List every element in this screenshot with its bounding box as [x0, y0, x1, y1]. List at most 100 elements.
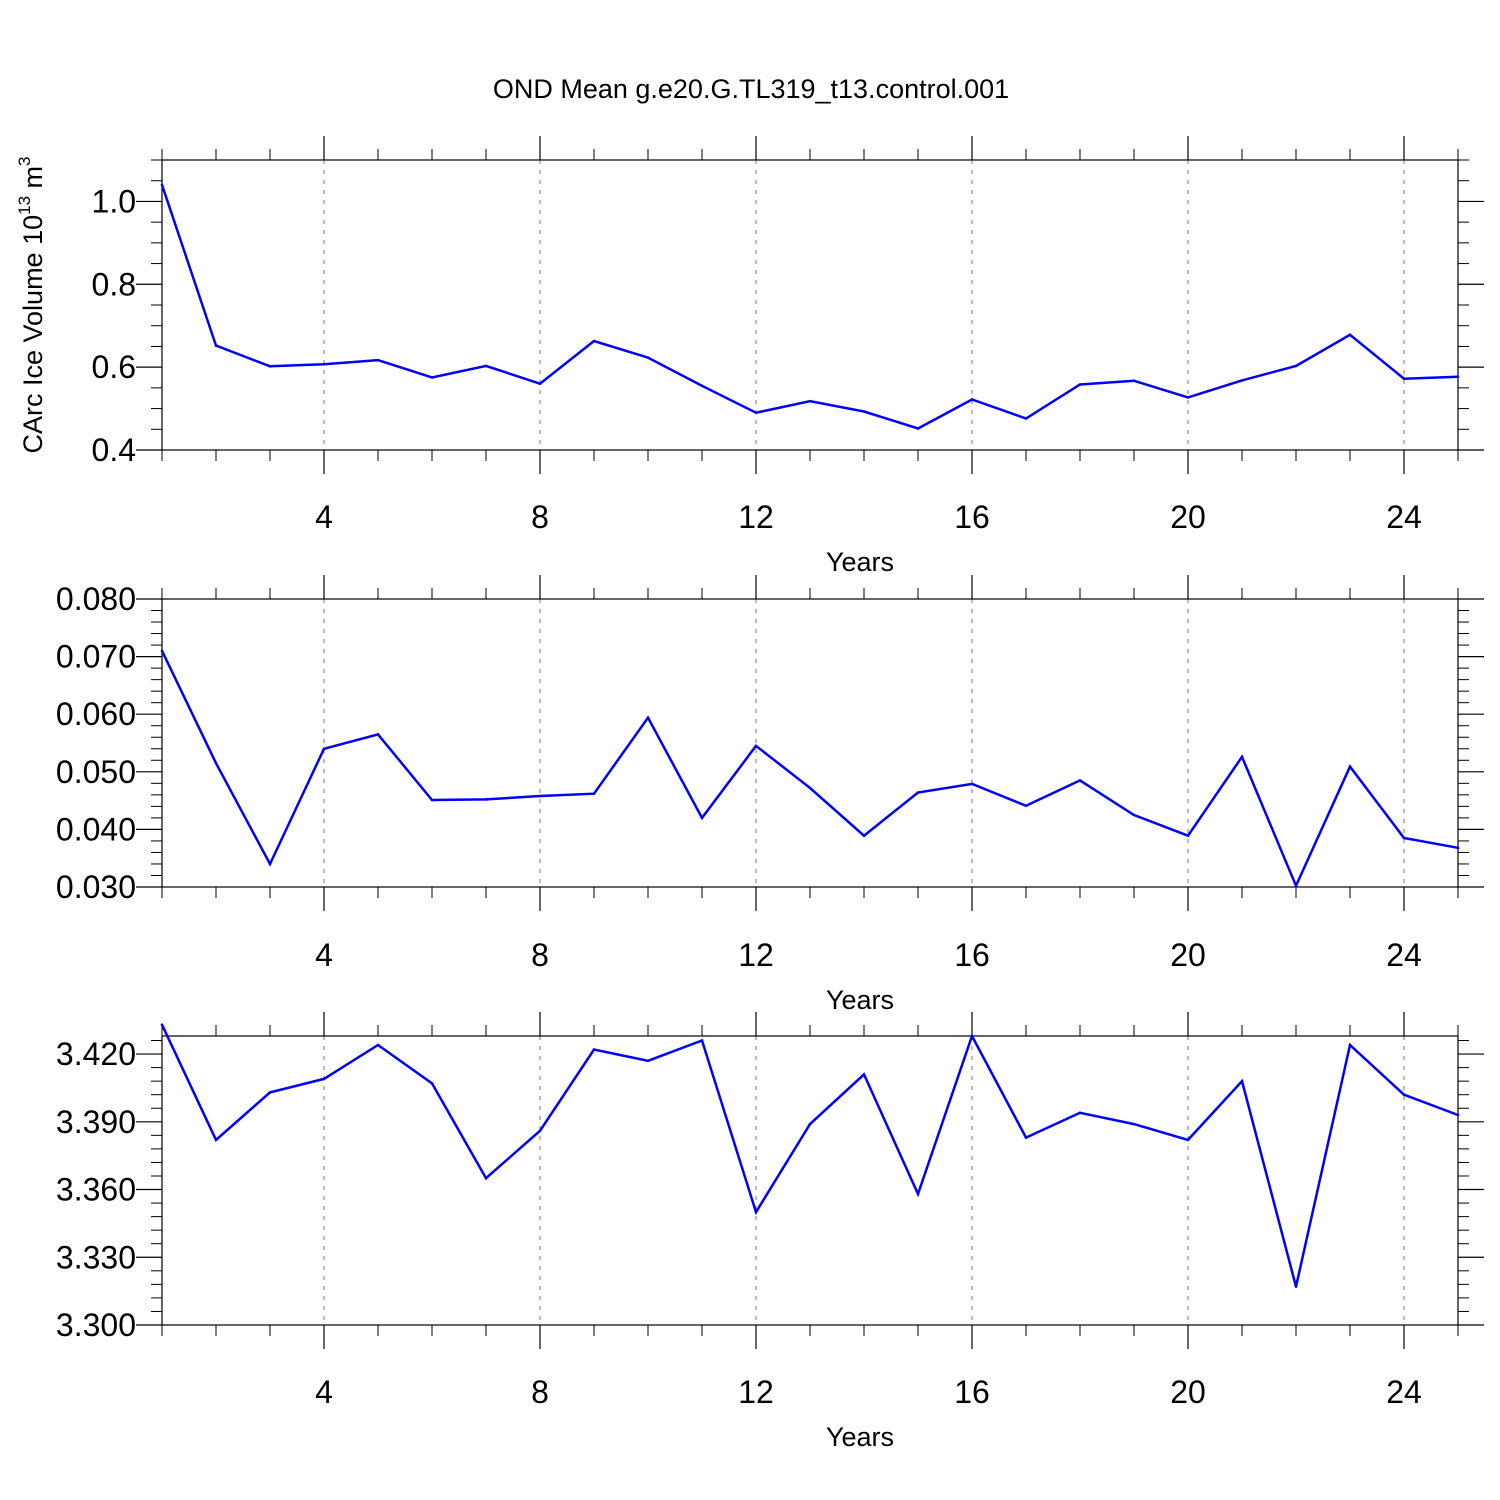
data-point	[970, 782, 974, 786]
data-point	[430, 376, 434, 379]
data-point	[862, 834, 866, 838]
data-point	[916, 1192, 920, 1196]
y-tick-label: 3.330	[56, 1239, 136, 1275]
data-point	[1456, 375, 1460, 378]
data-point	[1456, 846, 1460, 850]
data-point	[430, 1082, 434, 1085]
data-point	[1132, 813, 1136, 817]
panel-snow-volume: 4 8 12 16 20 24 0.030 0.040 0.050 0.060 0.070 0.08…	[56, 575, 1484, 1015]
y-tick-label: 0.070	[56, 639, 136, 675]
x-tick-label: 12	[738, 937, 774, 973]
major-ticks	[136, 136, 1484, 474]
data-point	[1294, 1285, 1298, 1288]
x-tick-label: 4	[315, 499, 333, 535]
data-point	[1348, 333, 1352, 337]
data-point	[376, 358, 380, 362]
data-point	[1294, 884, 1298, 888]
x-tick-label: 8	[531, 499, 549, 535]
x-tick-label: 24	[1386, 937, 1422, 973]
data-point	[1294, 364, 1298, 368]
minor-ticks	[151, 1025, 1469, 1336]
data-point	[214, 1138, 218, 1142]
data-point	[214, 344, 218, 347]
y-tick-label: 0.030	[56, 869, 136, 905]
y-tick-label: 0.050	[56, 754, 136, 790]
data-point	[484, 1176, 488, 1180]
data-point	[268, 365, 272, 368]
data-point	[1456, 1113, 1460, 1117]
panel-ice-area: 4 8 12 16 20 24 3.300 3.330 3.360 3.390 3.420 Yea…	[56, 1012, 1484, 1452]
major-ticks	[136, 575, 1484, 911]
y-tick-labels: 3.300 3.330 3.360 3.390 3.420	[56, 1036, 136, 1343]
y-tick-label: 1.0	[92, 183, 136, 219]
data-point	[160, 1023, 164, 1027]
data-point	[1024, 1136, 1028, 1139]
major-ticks	[136, 1012, 1484, 1349]
x-tick-label: 20	[1170, 937, 1206, 973]
data-point	[322, 1077, 326, 1081]
x-tick-label: 24	[1386, 499, 1422, 535]
x-tick-label: 8	[531, 937, 549, 973]
x-grid	[323, 599, 1405, 887]
data-point	[430, 798, 434, 802]
data-point	[1348, 765, 1352, 768]
y-tick-label: 3.420	[56, 1036, 136, 1072]
data-point	[1186, 396, 1190, 399]
data-point	[268, 862, 272, 866]
data-point	[484, 364, 488, 368]
y-tick-labels: 0.030 0.040 0.050 0.060 0.070 0.080	[56, 581, 136, 905]
y-tick-label: 0.080	[56, 581, 136, 617]
series-line	[160, 184, 1459, 430]
data-point	[214, 761, 218, 765]
x-axis-title: Years	[826, 547, 894, 577]
data-point	[538, 382, 542, 386]
data-point	[754, 1210, 758, 1214]
data-point	[808, 1122, 812, 1126]
x-tick-labels: 4 8 12 16 20 24	[315, 937, 1422, 973]
data-point	[592, 339, 596, 343]
x-axis-title: Years	[826, 1422, 894, 1452]
x-tick-label: 20	[1170, 1374, 1206, 1410]
x-tick-label: 24	[1386, 1374, 1422, 1410]
data-point	[808, 399, 812, 403]
y-tick-label: 0.6	[92, 349, 136, 385]
x-tick-label: 12	[738, 1374, 774, 1410]
data-point	[970, 1034, 974, 1038]
x-tick-label: 4	[315, 1374, 333, 1410]
data-point	[1240, 755, 1244, 759]
data-point	[700, 1039, 704, 1042]
plot-frame	[161, 1035, 1459, 1326]
x-axis-title: Years	[826, 985, 894, 1015]
data-point	[538, 794, 542, 798]
x-tick-label: 16	[954, 1374, 990, 1410]
data-point	[1078, 1111, 1082, 1115]
x-tick-label: 8	[531, 1374, 549, 1410]
data-point	[754, 744, 758, 748]
data-point	[268, 1091, 272, 1094]
x-tick-labels: 4 8 12 16 20 24	[315, 499, 1422, 535]
data-point	[592, 1048, 596, 1051]
x-tick-labels: 4 8 12 16 20 24	[315, 1374, 1422, 1410]
data-point	[1024, 417, 1028, 420]
data-point	[1240, 1079, 1244, 1083]
data-point	[160, 649, 164, 653]
data-point	[700, 816, 704, 820]
data-point	[646, 716, 650, 719]
x-tick-label: 16	[954, 937, 990, 973]
x-grid	[323, 1036, 1405, 1325]
y-tick-label: 3.300	[56, 1307, 136, 1343]
data-point	[484, 798, 488, 801]
data-point	[754, 411, 758, 415]
series-line	[160, 1024, 1459, 1287]
data-point	[700, 384, 704, 388]
x-tick-label: 12	[738, 499, 774, 535]
y-tick-label: 0.4	[92, 432, 136, 468]
data-point	[862, 1073, 866, 1076]
data-point	[1024, 804, 1028, 808]
y-axis-title-exp: 13	[15, 196, 34, 215]
y-tick-label: 3.360	[56, 1172, 136, 1208]
data-point	[322, 362, 326, 366]
data-point	[376, 1043, 380, 1047]
data-point	[970, 398, 974, 401]
data-point	[808, 786, 812, 790]
